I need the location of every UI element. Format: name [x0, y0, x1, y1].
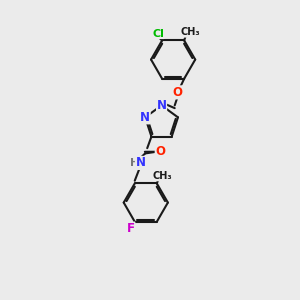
Text: N: N: [140, 111, 150, 124]
Text: O: O: [155, 145, 165, 158]
Text: Cl: Cl: [152, 28, 164, 38]
Text: N: N: [157, 99, 166, 112]
Text: O: O: [173, 86, 183, 99]
Text: N: N: [136, 156, 146, 170]
Text: CH₃: CH₃: [181, 27, 200, 37]
Text: CH₃: CH₃: [153, 171, 172, 181]
Text: F: F: [127, 222, 135, 235]
Text: H: H: [130, 158, 139, 168]
